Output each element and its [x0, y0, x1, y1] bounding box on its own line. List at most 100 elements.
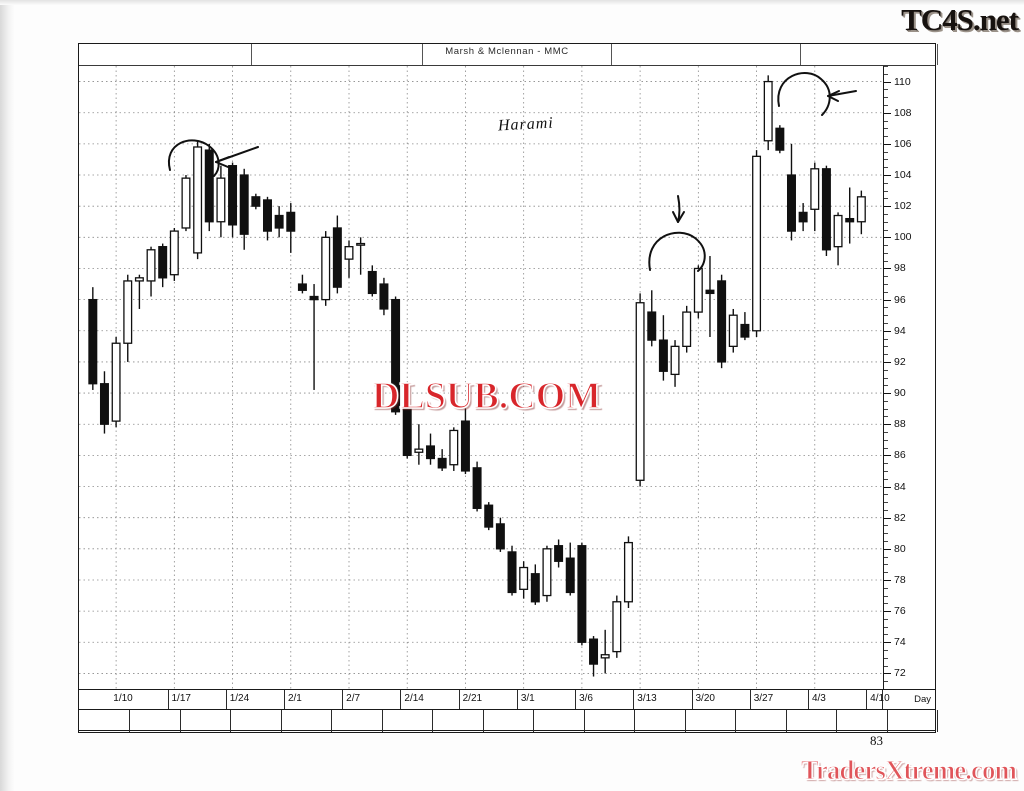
price-minor-tick: [884, 447, 888, 449]
bottom-tick-cell: [685, 710, 737, 732]
candlestick: [484, 502, 494, 531]
price-minor-tick: [884, 198, 888, 200]
price-tick-label: 76: [894, 605, 906, 618]
scan-edge-top: [0, 0, 1024, 5]
candlestick: [589, 636, 599, 677]
date-label: 2/1: [287, 693, 302, 704]
candlestick-plot-area: [79, 66, 883, 689]
candlestick: [554, 539, 564, 568]
price-minor-tick: [884, 541, 888, 543]
candlestick: [356, 237, 366, 275]
price-minor-tick: [884, 369, 888, 371]
price-minor-tick: [884, 182, 888, 184]
price-minor-tick: [884, 322, 888, 324]
bottom-tick-cell: [584, 710, 636, 732]
price-tick-label: 72: [894, 667, 906, 680]
candlestick: [286, 203, 296, 253]
price-tick: [884, 330, 891, 332]
title-strip-segment: [800, 44, 938, 65]
candlestick: [775, 125, 785, 154]
scan-edge-left: [0, 0, 14, 791]
price-minor-tick: [884, 284, 888, 286]
candlestick: [332, 215, 342, 294]
date-cell: [401, 690, 460, 709]
date-cell: [576, 690, 635, 709]
bottom-tick-cell: [836, 710, 888, 732]
price-tick-label: 108: [894, 106, 912, 119]
date-cell: [343, 690, 402, 709]
date-cell: [518, 690, 577, 709]
price-minor-tick: [884, 416, 888, 418]
date-cell: [634, 690, 693, 709]
chart-title: Marsh & Mclennan - MMC: [445, 46, 569, 57]
price-minor-tick: [884, 634, 888, 636]
price-minor-tick: [884, 650, 888, 652]
date-cell: [693, 690, 751, 709]
price-tick-label: 106: [894, 137, 912, 150]
candlestick: [565, 542, 575, 596]
price-minor-tick: [884, 66, 888, 67]
price-minor-tick: [884, 338, 888, 340]
candlestick: [705, 256, 715, 338]
candlestick: [740, 312, 750, 341]
candlestick: [239, 168, 249, 250]
candlestick: [833, 212, 843, 266]
date-label: 4/10: [870, 693, 890, 704]
candlestick: [123, 274, 133, 362]
price-minor-tick: [884, 167, 888, 169]
price-tick: [884, 455, 891, 457]
candlestick: [519, 561, 529, 599]
candlestick: [449, 427, 459, 471]
price-minor-tick: [884, 73, 888, 75]
candlestick: [169, 227, 179, 281]
watermark-dlsub: DLSUB.COM: [371, 374, 602, 418]
candlestick: [472, 461, 482, 512]
price-minor-tick: [884, 408, 888, 410]
bottom-tick-cell: [79, 710, 131, 732]
candlestick: [228, 162, 238, 238]
price-minor-tick: [884, 385, 888, 387]
price-minor-tick: [884, 400, 888, 402]
candlestick: [647, 290, 657, 347]
candlestick: [658, 315, 668, 381]
bottom-tick-row: [78, 709, 938, 733]
candlestick-svg: [79, 66, 883, 689]
date-label: 3/13: [637, 693, 657, 704]
date-cell: [110, 690, 169, 709]
candlestick: [752, 150, 762, 338]
price-minor-tick: [884, 213, 888, 215]
candlestick: [635, 293, 645, 487]
price-minor-tick: [884, 470, 888, 472]
price-tick-label: 110: [894, 75, 911, 88]
price-minor-tick: [884, 307, 888, 309]
bottom-tick-cell: [382, 710, 434, 732]
candlestick: [612, 595, 622, 658]
price-minor-tick: [884, 128, 888, 130]
candlestick: [297, 274, 307, 294]
price-minor-tick: [884, 525, 888, 527]
date-label: 1/10: [113, 693, 133, 704]
price-minor-tick: [884, 494, 888, 496]
price-tick-label: 74: [894, 636, 906, 649]
candlestick: [670, 340, 680, 387]
day-axis-label: Day: [914, 694, 931, 705]
bottom-tick-cell: [432, 710, 484, 732]
candlestick: [367, 265, 377, 297]
price-tick-label: 86: [894, 449, 906, 462]
price-minor-tick: [884, 291, 888, 293]
price-minor-tick: [884, 618, 888, 620]
price-minor-tick: [884, 315, 888, 317]
price-tick: [884, 361, 891, 363]
price-minor-tick: [884, 260, 888, 262]
price-minor-tick: [884, 657, 888, 659]
harami-handwritten-label: Harami: [497, 114, 555, 135]
price-tick: [884, 673, 891, 675]
price-minor-tick: [884, 572, 888, 574]
watermark-tradersxtreme: TradersXtreme.com: [800, 755, 1017, 786]
bottom-tick-cell: [129, 710, 181, 732]
watermark-tc4s: TC4S.net: [901, 2, 1019, 37]
candlestick: [274, 206, 284, 238]
price-tick-label: 84: [894, 480, 906, 493]
candlestick: [693, 265, 703, 319]
